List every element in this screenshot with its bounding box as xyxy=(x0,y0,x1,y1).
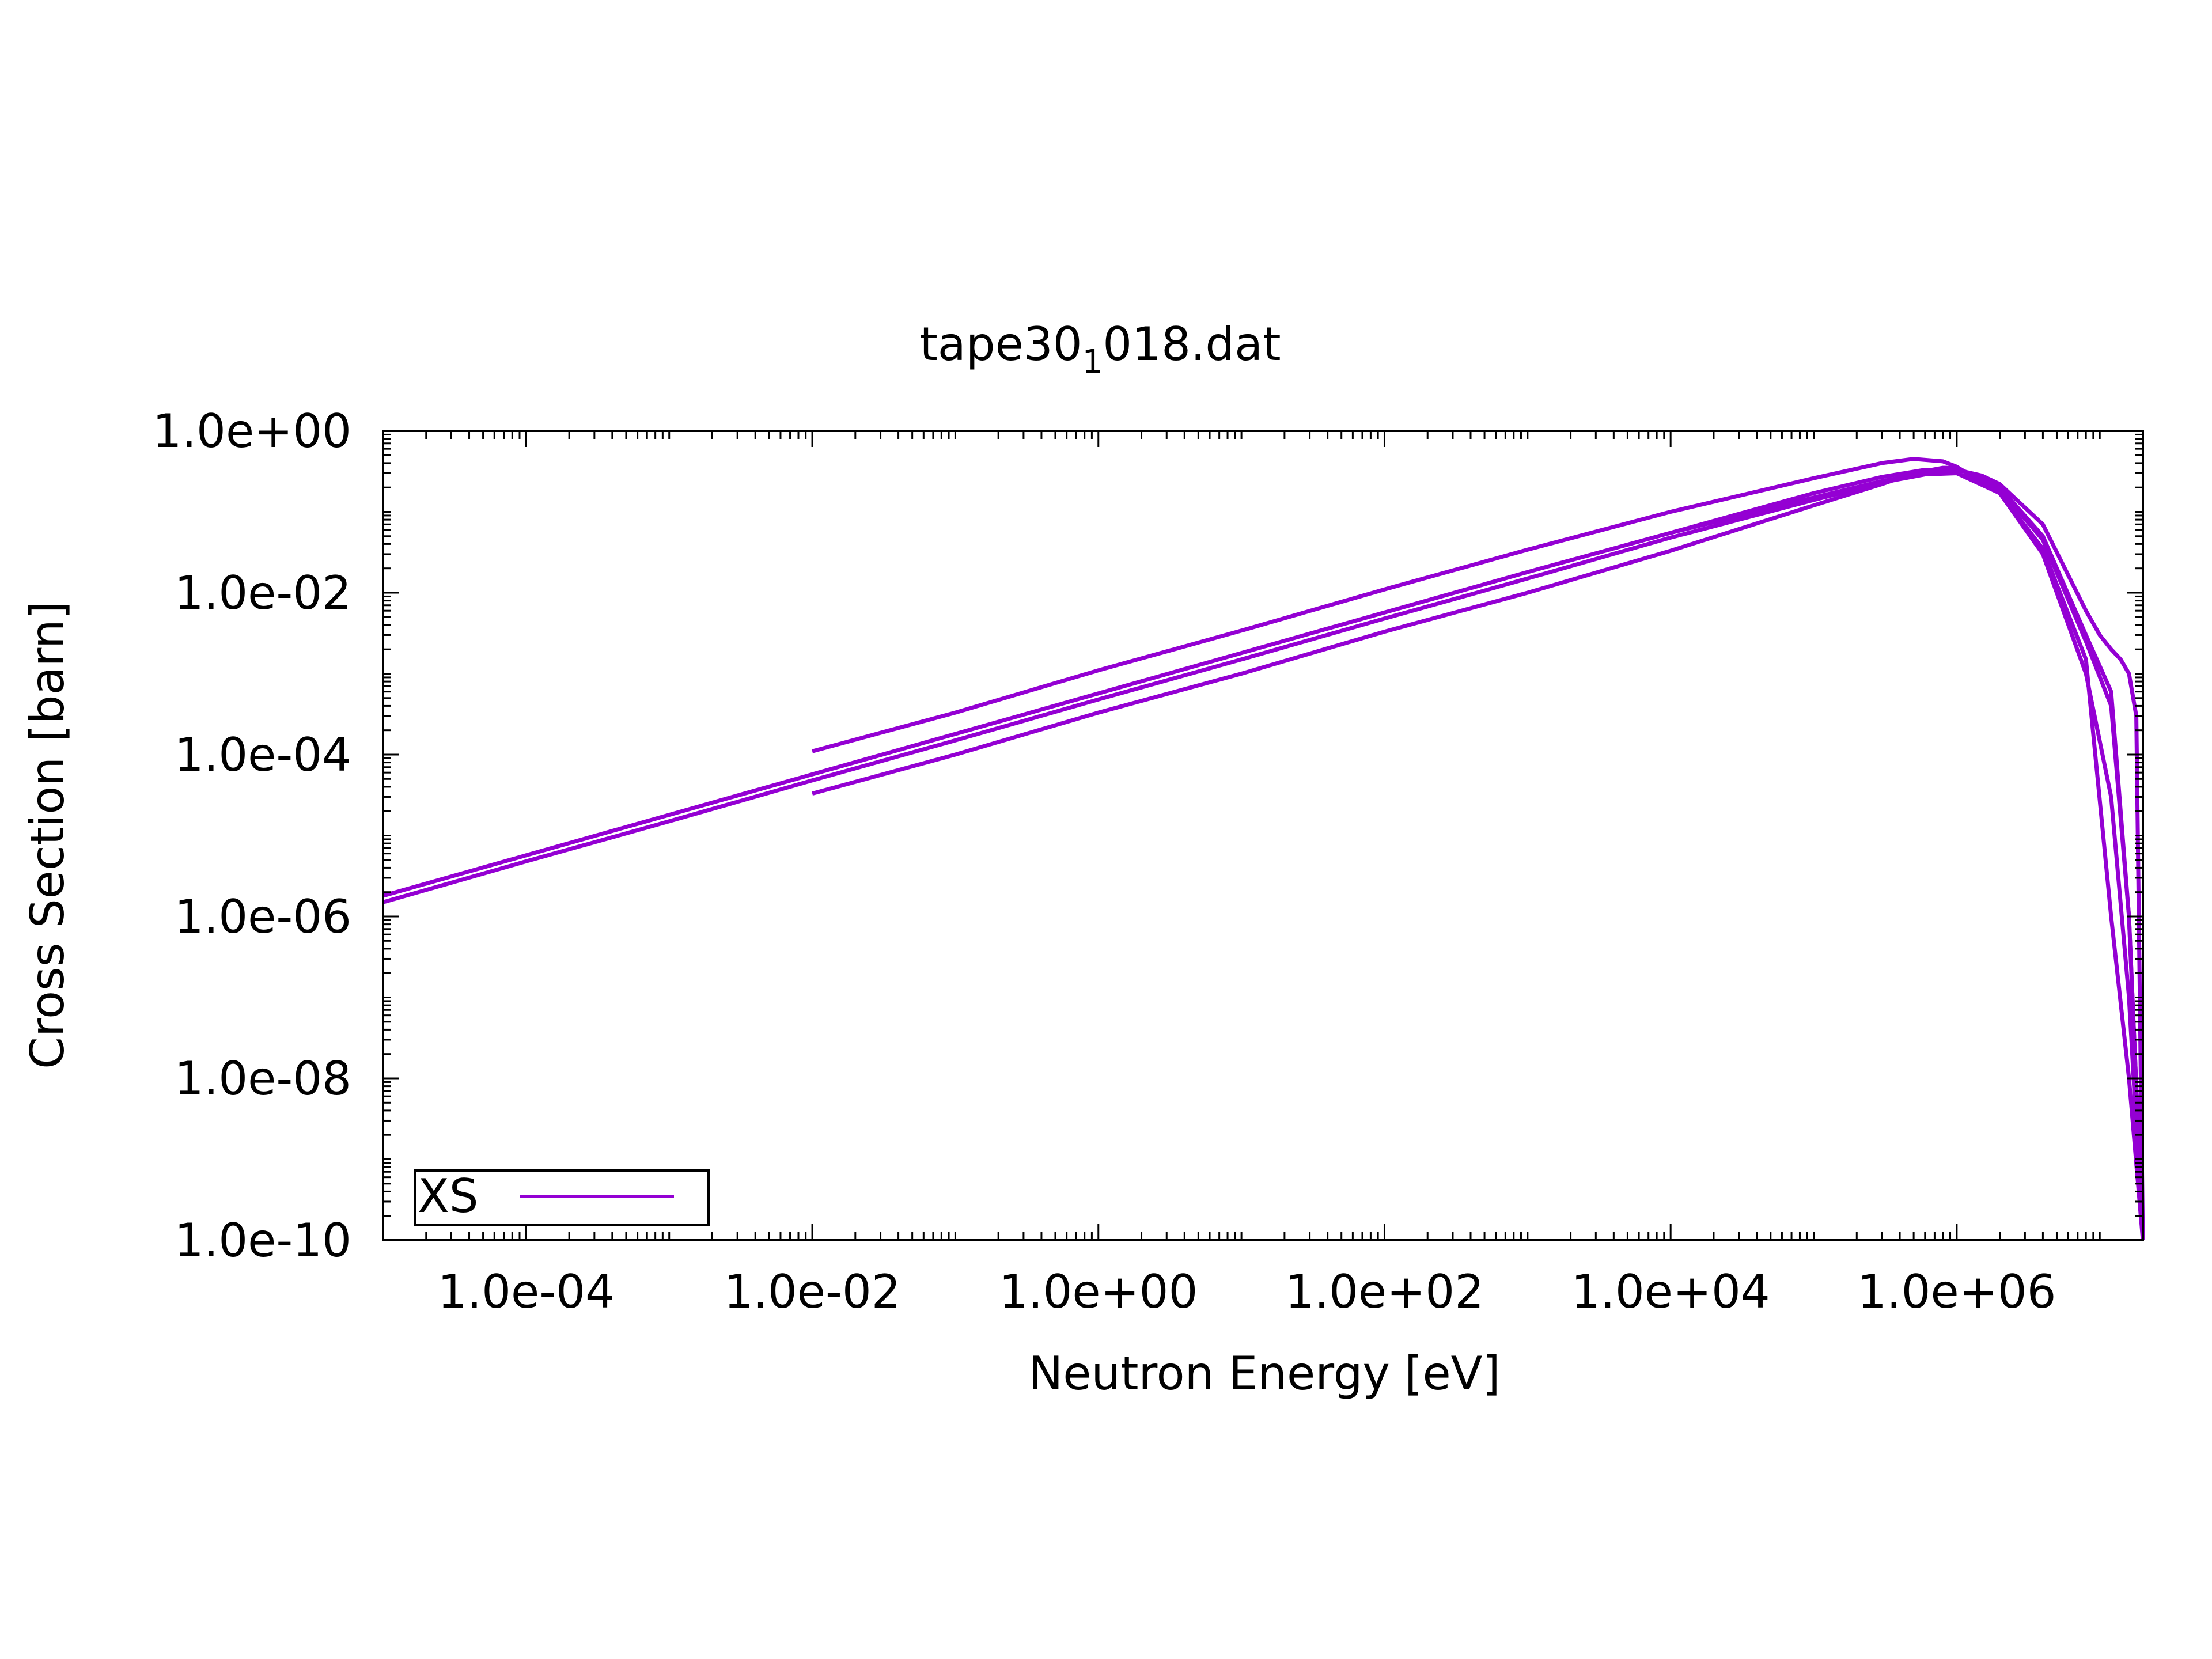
series-xs-curve-3 xyxy=(812,465,2145,1241)
series-xs-curve-0 xyxy=(382,471,2145,1241)
series-xs-curve-1 xyxy=(382,471,2145,1241)
x-tick-label: 1.0e+00 xyxy=(999,1265,1198,1319)
axis-ticks xyxy=(382,430,2144,1241)
y-tick-label: 1.0e-06 xyxy=(175,890,351,944)
x-tick-label: 1.0e+06 xyxy=(1857,1265,2056,1319)
chart-title-main: tape30 xyxy=(919,317,1082,371)
x-tick-label: 1.0e-02 xyxy=(724,1265,901,1319)
x-tick-label: 1.0e+04 xyxy=(1571,1265,1770,1319)
x-tick-label: 1.0e+02 xyxy=(1285,1265,1484,1319)
y-tick-label: 1.0e-04 xyxy=(175,728,351,782)
chart-title: tape301018.dat xyxy=(919,317,1281,381)
chart-title-suffix: 018.dat xyxy=(1103,317,1281,371)
y-tick-label: 1.0e+00 xyxy=(153,404,351,458)
y-axis-label: Cross Section [barn] xyxy=(21,601,74,1069)
plot-series xyxy=(382,457,2145,1241)
x-tick-labels: 1.0e-04 1.0e-02 1.0e+00 1.0e+02 1.0e+04 1.0e+… xyxy=(438,1265,2056,1319)
y-tick-label: 1.0e-02 xyxy=(175,566,351,620)
series-xs-curve-4 xyxy=(1670,468,2145,1241)
x-axis-label: Neutron Energy [eV] xyxy=(1028,1347,1500,1400)
chart-title-subscript: 1 xyxy=(1082,343,1103,381)
y-tick-labels: 1.0e+00 1.0e-02 1.0e-04 1.0e-06 1.0e-08 1.0e-… xyxy=(153,404,351,1267)
y-tick-label: 1.0e-10 xyxy=(175,1214,351,1267)
y-tick-label: 1.0e-08 xyxy=(175,1052,351,1105)
legend: XS xyxy=(414,1169,710,1226)
series-xs-curve-2 xyxy=(812,457,2145,1241)
x-tick-label: 1.0e-04 xyxy=(438,1265,615,1319)
legend-label: XS xyxy=(418,1169,479,1223)
plot-frame xyxy=(382,430,2144,1241)
